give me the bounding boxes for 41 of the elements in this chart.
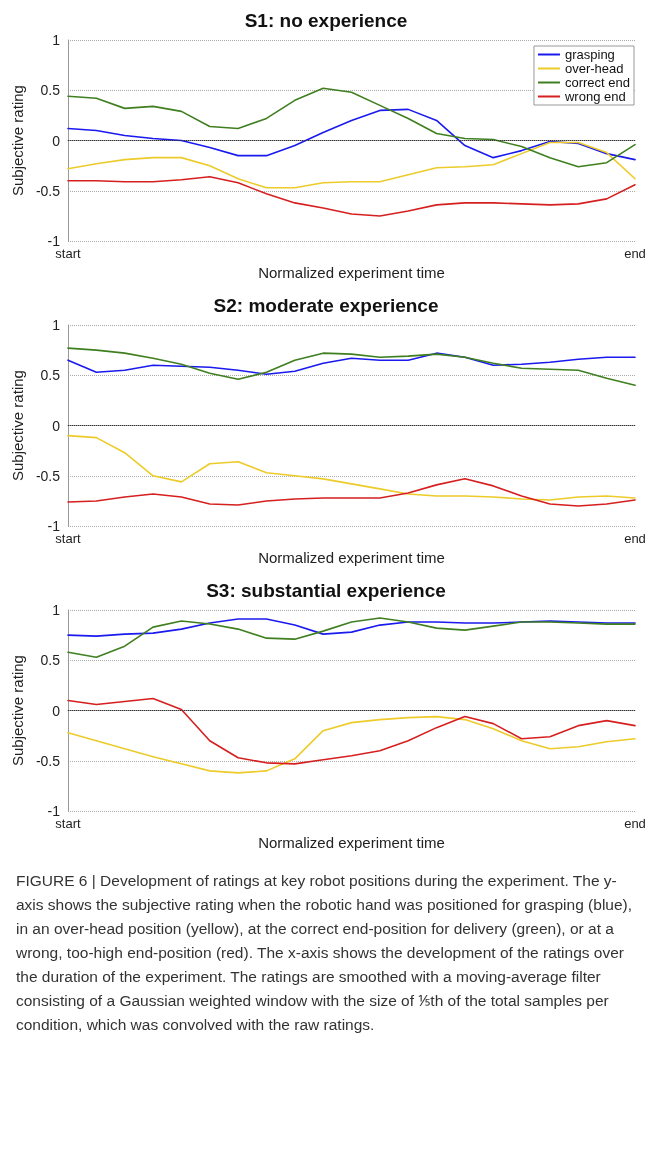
x-tick-label: end (624, 246, 646, 262)
line-series (67, 108, 636, 161)
legend-label: wrong end (563, 89, 626, 104)
chart-title: S2: moderate experience (213, 295, 439, 316)
legend-label: grasping (564, 47, 615, 62)
y-axis-title: Subjective rating (8, 370, 26, 481)
line-series (67, 618, 636, 637)
line-series (67, 141, 636, 189)
line-series (67, 347, 636, 387)
y-tick-label: 1 (52, 32, 61, 48)
line-series (67, 715, 636, 774)
y-tick-label: -0.5 (35, 752, 61, 769)
y-tick-label: 0 (52, 702, 61, 719)
line-series (67, 175, 636, 217)
legend-label: over-head (564, 61, 624, 76)
y-tick-label: 0.5 (40, 82, 61, 99)
y-tick-label: 0.5 (40, 367, 61, 384)
y-tick-label: 0 (52, 132, 61, 149)
y-tick-label: 1 (52, 317, 61, 333)
caption: FIGURE 6 | Development of ratings at key robot positions during the experiment. The y-axis shows the subjective rating when the robotic hand was positioned for grasping (blue), in an over-head position (yellow), at the correct end-position for delivery (green), or at a wrong, too-high end-position (red). The x-axis shows the development of the ratings over the duration of the experiment. The ratings are smoothed with a moving-average filter consisting of a Gaussian weighted window with the size of ⅕th of the total samples per condition, which was convolved with the raw ratings. (15, 871, 634, 1035)
y-tick-label: 0 (52, 417, 61, 434)
y-axis-title: Subjective rating (8, 655, 26, 766)
y-axis-title: Subjective rating (8, 85, 26, 196)
y-tick-label: 1 (52, 602, 61, 618)
line-series (67, 478, 636, 507)
legend-label: correct end (564, 75, 631, 90)
y-tick-label: 0.5 (40, 652, 61, 669)
x-tick-label: end (624, 816, 646, 832)
x-axis-title: Normalized experiment time (258, 264, 445, 281)
chart-title: S3: substantial experience (206, 580, 446, 601)
y-tick-label: -0.5 (35, 467, 61, 484)
x-axis-title: Normalized experiment time (258, 834, 445, 851)
x-tick-label: end (624, 531, 646, 547)
chart-title: S1: no experience (244, 10, 408, 31)
line-series (67, 434, 636, 501)
x-axis-title: Normalized experiment time (258, 549, 445, 566)
line-series (67, 617, 636, 659)
y-tick-label: -0.5 (35, 182, 61, 199)
line-series (67, 697, 636, 765)
line-series (67, 87, 636, 168)
line-series (67, 352, 636, 376)
